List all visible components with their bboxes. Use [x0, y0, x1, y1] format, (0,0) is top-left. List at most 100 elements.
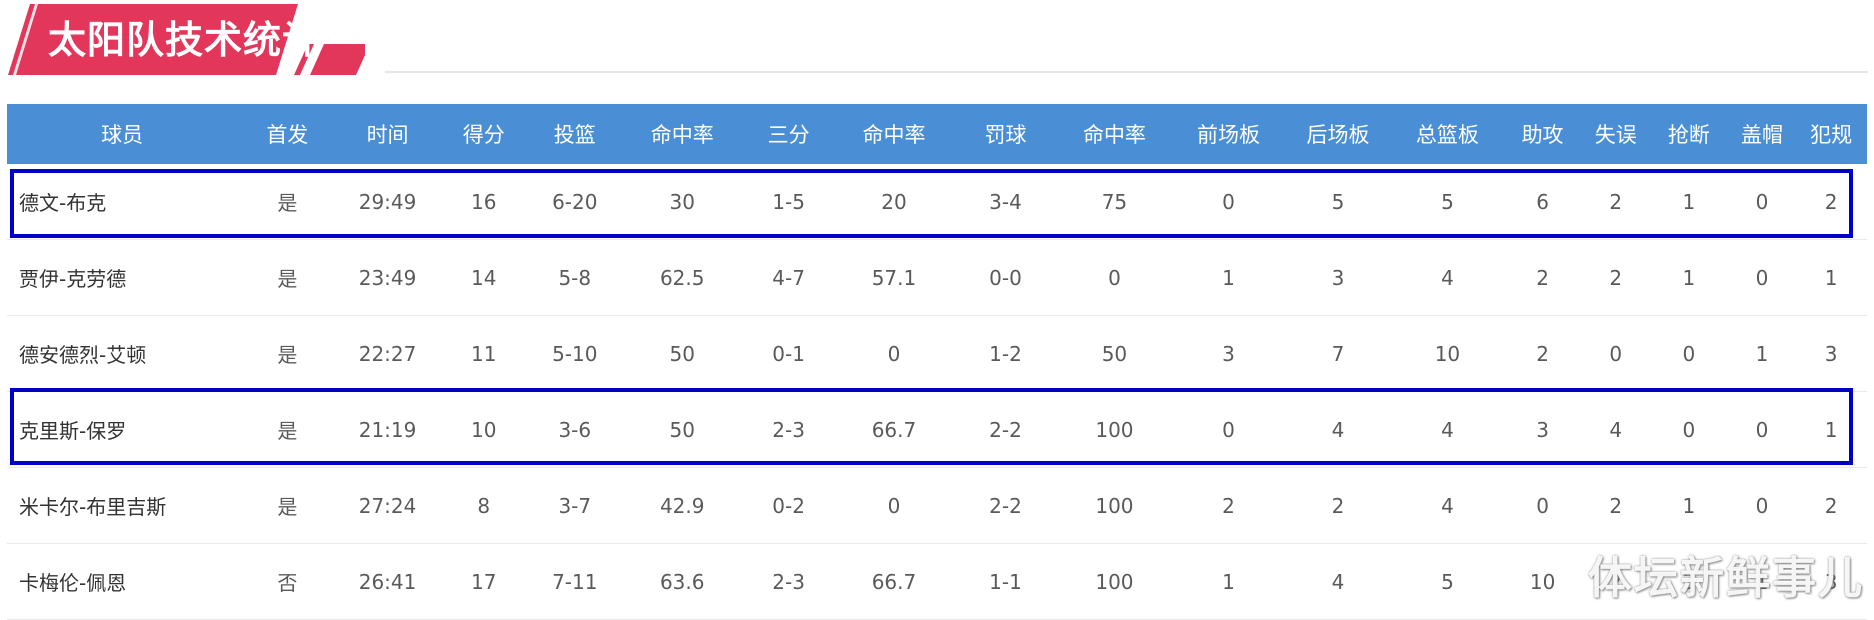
stat-cell: 2 — [1795, 467, 1867, 544]
stats-table: 球员 首发 时间 得分 投篮 命中率 三分 命中率 罚球 命中率 前场板 后场板… — [7, 104, 1867, 620]
stat-cell: 5-10 — [529, 315, 620, 392]
stat-cell: 75 — [1055, 164, 1174, 240]
stat-cell: 4 — [1582, 391, 1649, 468]
stat-cell: 1-2 — [955, 315, 1056, 392]
stat-cell: 0 — [1728, 391, 1796, 468]
table-row[interactable]: 德安德烈-艾顿是 22:27 11 5-10 50 0-1 0 1-2 50 3 7 10 2 0 0 1 3 — [7, 315, 1867, 392]
stat-cell: 10 — [1392, 315, 1503, 392]
stat-cell: 22:27 — [337, 315, 438, 392]
col-header[interactable]: 球员 — [7, 104, 238, 164]
stat-cell: 7-11 — [529, 543, 620, 620]
stat-cell: 4 — [1392, 391, 1503, 468]
col-header[interactable]: 失误 — [1582, 104, 1649, 164]
stat-cell: 42.9 — [619, 467, 745, 544]
stat-cell: 4 — [1392, 239, 1503, 316]
col-header[interactable]: 犯规 — [1795, 104, 1867, 164]
player-name-cell: 德安德烈-艾顿 — [7, 315, 238, 392]
col-header[interactable]: 三分 — [744, 104, 833, 164]
stat-cell: 5-8 — [529, 239, 620, 316]
stat-cell: 0 — [1502, 467, 1583, 544]
stat-cell: 0 — [1648, 391, 1729, 468]
stat-cell: 4 — [1283, 391, 1393, 468]
col-header[interactable]: 助攻 — [1502, 104, 1583, 164]
stat-cell: 3 — [1283, 239, 1393, 316]
stat-cell: 1 — [1648, 164, 1729, 240]
stat-cell: 1 — [1728, 315, 1796, 392]
col-header[interactable]: 后场板 — [1283, 104, 1393, 164]
stat-cell: 2 — [1582, 239, 1649, 316]
stat-cell: 2-2 — [955, 391, 1056, 468]
table-row[interactable]: 克里斯-保罗是 21:19 10 3-6 50 2-3 66.7 2-2 100 0 4 4 3 4 0 0 1 — [7, 391, 1867, 468]
stat-cell: 62.5 — [619, 239, 745, 316]
stat-cell: 2 — [1582, 543, 1649, 620]
stat-cell: 0 — [832, 315, 956, 392]
stat-cell: 29:49 — [337, 164, 438, 240]
col-header[interactable]: 时间 — [337, 104, 438, 164]
stat-cell: 1 — [1795, 391, 1867, 468]
stat-cell: 0-2 — [744, 467, 833, 544]
player-name-cell: 米卡尔-布里吉斯 — [7, 467, 238, 544]
table-header-row: 球员 首发 时间 得分 投篮 命中率 三分 命中率 罚球 命中率 前场板 后场板… — [7, 104, 1867, 164]
table-row[interactable]: 卡梅伦-佩恩否 26:41 17 7-11 63.6 2-3 66.7 1-1 100 1 4 5 10… — [7, 543, 1867, 620]
col-header[interactable]: 命中率 — [619, 104, 745, 164]
stat-cell: 10 — [437, 391, 530, 468]
stat-cell: 5 — [1392, 164, 1503, 240]
page-title: 太阳队技术统计 — [48, 18, 322, 62]
player-name-cell: 德文-布克 — [7, 164, 238, 240]
title-banner: 太阳队技术统计 — [8, 4, 365, 75]
stat-cell: 0 — [1055, 239, 1174, 316]
col-header[interactable]: 命中率 — [1055, 104, 1174, 164]
stat-cell: 50 — [1055, 315, 1174, 392]
stat-cell: 0 — [1728, 467, 1796, 544]
stat-cell: 5 — [1392, 543, 1503, 620]
stat-cell: 21:19 — [337, 391, 438, 468]
col-header[interactable]: 首发 — [237, 104, 338, 164]
stat-cell: 是 — [237, 164, 338, 240]
col-header[interactable]: 抢断 — [1648, 104, 1729, 164]
player-name-cell: 卡梅伦-佩恩 — [7, 543, 238, 620]
col-header[interactable]: 总篮板 — [1392, 104, 1503, 164]
col-header[interactable]: 前场板 — [1173, 104, 1284, 164]
stat-cell: 是 — [237, 391, 338, 468]
col-header[interactable]: 盖帽 — [1728, 104, 1796, 164]
stat-cell: 0-0 — [955, 239, 1056, 316]
stat-cell: 66.7 — [832, 391, 956, 468]
stat-cell: 4 — [1283, 543, 1393, 620]
stat-cell: 2-2 — [955, 467, 1056, 544]
stat-cell: 2 — [1502, 239, 1583, 316]
stat-cell: 6 — [1502, 164, 1583, 240]
stat-cell: 17 — [437, 543, 530, 620]
stat-cell: 3-6 — [529, 391, 620, 468]
stat-cell: 2 — [1582, 467, 1649, 544]
table-row[interactable]: 贾伊-克劳德是 23:49 14 5-8 62.5 4-7 57.1 0-0 0 1 3 4 2 2 1 0 1 — [7, 239, 1867, 316]
col-header[interactable]: 罚球 — [955, 104, 1056, 164]
stat-cell: 66.7 — [832, 543, 956, 620]
stat-cell: 2 — [1582, 164, 1649, 240]
col-header[interactable]: 得分 — [437, 104, 530, 164]
stat-cell: 1 — [1795, 239, 1867, 316]
stat-cell: 0 — [832, 467, 956, 544]
stat-cell: 2 — [1283, 467, 1393, 544]
stat-cell: 0 — [1648, 315, 1729, 392]
stat-cell: 6-20 — [529, 164, 620, 240]
col-header[interactable]: 投篮 — [529, 104, 620, 164]
stat-cell: 20 — [832, 164, 956, 240]
stat-cell: 0 — [1582, 315, 1649, 392]
stat-cell: 11 — [437, 315, 530, 392]
stat-cell: 1-5 — [744, 164, 833, 240]
stat-cell: 10 — [1502, 543, 1583, 620]
stat-cell: 1 — [1648, 239, 1729, 316]
watermark: 体坛新鲜事儿 — [1588, 553, 1864, 604]
stat-cell: 4-7 — [744, 239, 833, 316]
stat-cell: 2 — [1795, 164, 1867, 240]
stat-cell: 50 — [619, 391, 745, 468]
stat-cell: 3 — [1795, 315, 1867, 392]
stat-cell: 2-3 — [744, 391, 833, 468]
table-row[interactable]: 德文-布克是 29:49 16 6-20 30 1-5 20 3-4 75 0 5 5 6 2 1 0 2 — [7, 164, 1867, 240]
col-header[interactable]: 命中率 — [832, 104, 956, 164]
table-row[interactable]: 米卡尔-布里吉斯是 27:24 8 3-7 42.9 0-2 0 2-2 100 2 2 4 0 2 1 0 2 — [7, 467, 1867, 544]
stat-cell: 3-4 — [955, 164, 1056, 240]
stat-cell: 3-7 — [529, 467, 620, 544]
stat-cell: 3 — [1795, 543, 1867, 620]
stat-cell: 30 — [619, 164, 745, 240]
